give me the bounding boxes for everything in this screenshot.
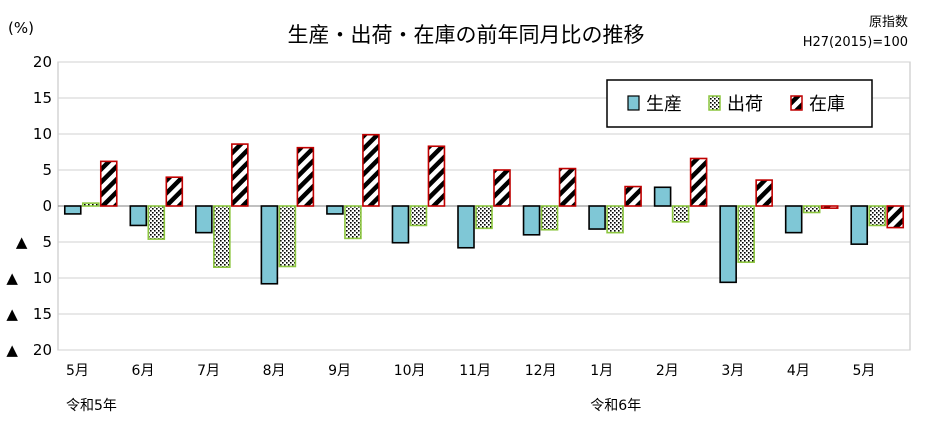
production-bar: [719, 205, 737, 284]
y-tick-label: 15: [33, 89, 52, 107]
production-bar: [653, 186, 672, 207]
era-label: 令和6年: [590, 398, 641, 414]
shipment-bar: [802, 205, 821, 214]
index-note-line-1: 原指数: [869, 15, 908, 30]
y-tick-label: 10: [33, 125, 52, 143]
shipment-bar: [671, 205, 690, 223]
x-tick-label: 3月: [721, 363, 744, 379]
y-tick-label: ▲ 5: [16, 233, 52, 251]
x-tick-label: 10月: [394, 363, 426, 379]
shipment-bar: [344, 205, 362, 240]
production-bar: [784, 205, 803, 234]
production-bar: [522, 205, 541, 236]
inventory-bar: [99, 160, 118, 207]
production-bar: [588, 205, 606, 230]
legend: 生産 出荷 在庫: [606, 79, 873, 128]
y-axis-ticks: 20 15 10 5 0 ▲ 5 ▲ 10 ▲ 15 ▲ 20: [6, 53, 52, 359]
shipment-bar: [147, 205, 166, 240]
inventory-bar: [886, 205, 905, 229]
legend-label-shipment: 出荷: [727, 94, 763, 115]
shipment-bar: [868, 205, 887, 227]
inventory-bar: [296, 146, 315, 207]
production-bar: [63, 205, 82, 215]
legend-label-production: 生産: [646, 94, 682, 115]
inventory-bar: [427, 145, 446, 207]
inventory-bar: [231, 143, 249, 207]
legend-swatch-shipment: [708, 95, 721, 111]
y-tick-label: 0: [42, 197, 52, 215]
y-tick-label: ▲ 10: [6, 269, 52, 287]
inventory-bar: [689, 157, 708, 207]
production-bar: [457, 205, 475, 249]
production-bar: [850, 205, 869, 245]
legend-label-inventory: 在庫: [809, 94, 845, 115]
inventory-bar: [165, 176, 184, 207]
x-tick-label: 6月: [132, 363, 155, 379]
inventory-bar: [820, 205, 839, 209]
x-tick-label: 11月: [459, 363, 491, 379]
inventory-bar: [493, 169, 511, 207]
x-tick-label: 1月: [590, 363, 613, 379]
x-tick-label: 12月: [525, 363, 557, 379]
y-tick-label: 20: [33, 53, 52, 71]
shipment-bar: [606, 205, 624, 234]
legend-box: [606, 79, 873, 128]
x-tick-label: 4月: [787, 363, 810, 379]
x-tick-label: 2月: [656, 363, 679, 379]
y-tick-label: ▲ 20: [6, 341, 52, 359]
inventory-bar: [755, 179, 773, 207]
legend-swatch-production: [627, 95, 640, 111]
x-tick-label: 5月: [66, 363, 89, 379]
shipment-bar: [213, 205, 231, 269]
shipment-bar: [540, 205, 559, 231]
inventory-bar: [362, 133, 380, 207]
y-tick-label: 5: [42, 161, 52, 179]
production-bar: [260, 205, 279, 285]
bars: [63, 133, 905, 285]
production-bar: [326, 205, 344, 215]
index-note-line-2: H27(2015)=100: [803, 35, 908, 50]
shipment-bar: [409, 205, 428, 227]
y-unit-label: (%): [8, 19, 34, 37]
shipment-bar: [475, 205, 493, 230]
inventory-bar: [558, 167, 577, 207]
legend-swatch-inventory: [790, 95, 803, 111]
y-tick-label: ▲ 15: [6, 305, 52, 323]
x-tick-label: 9月: [328, 363, 351, 379]
production-bar: [129, 205, 148, 227]
shipment-bar: [81, 202, 100, 207]
shipment-bar: [737, 205, 755, 263]
production-bar: [195, 205, 213, 234]
x-tick-label: 7月: [197, 363, 220, 379]
chart-title: 生産・出荷・在庫の前年同月比の推移: [288, 23, 645, 47]
inventory-bar: [624, 185, 642, 207]
era-label: 令和5年: [66, 398, 117, 414]
x-tick-label: 8月: [263, 363, 286, 379]
x-tick-label: 5月: [852, 363, 875, 379]
shipment-bar: [278, 205, 297, 268]
production-bar: [391, 205, 410, 244]
